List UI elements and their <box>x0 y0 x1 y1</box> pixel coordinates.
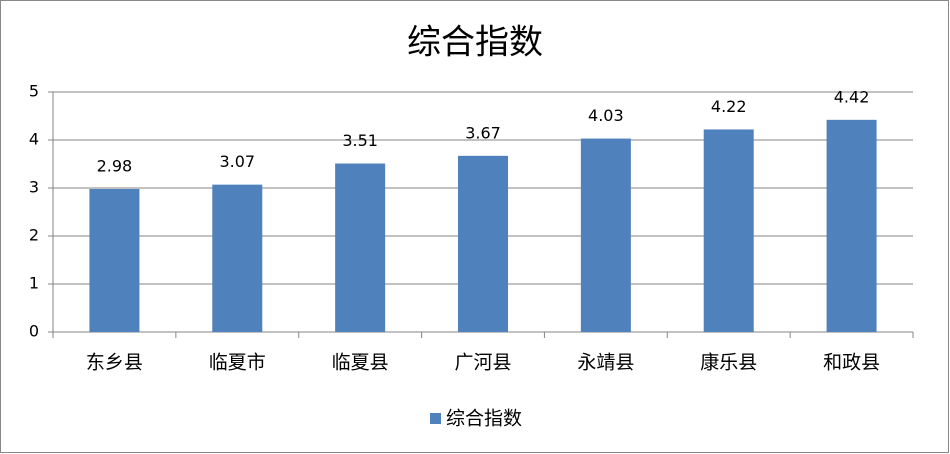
x-tick-label: 临夏市 <box>209 352 266 374</box>
y-tick-label: 2 <box>29 226 39 245</box>
y-tick-label: 4 <box>29 130 39 149</box>
bar <box>335 163 386 332</box>
data-label: 3.51 <box>342 131 378 150</box>
x-tick-label: 永靖县 <box>577 352 634 374</box>
legend-label: 综合指数 <box>446 408 522 430</box>
bar <box>212 184 263 332</box>
bar <box>703 129 754 332</box>
data-label: 2.98 <box>97 156 133 175</box>
x-tick-label: 广河县 <box>454 352 511 374</box>
data-label: 3.07 <box>219 152 255 171</box>
data-label: 3.67 <box>465 123 501 142</box>
chart-title: 综合指数 <box>407 23 543 63</box>
bar <box>580 138 631 332</box>
data-label: 4.42 <box>834 87 870 106</box>
legend-swatch <box>430 413 441 424</box>
bar <box>89 188 140 332</box>
bar <box>826 119 877 332</box>
x-tick-label: 东乡县 <box>86 352 143 374</box>
x-tick-label: 康乐县 <box>700 352 757 374</box>
y-tick-label: 1 <box>29 274 39 293</box>
x-tick-label: 临夏县 <box>332 352 389 374</box>
y-tick-label: 3 <box>29 178 39 197</box>
y-tick-label: 5 <box>29 82 39 101</box>
y-tick-label: 0 <box>29 322 39 341</box>
data-label: 4.03 <box>588 106 624 125</box>
data-label: 4.22 <box>711 97 747 116</box>
bar <box>458 155 508 332</box>
x-tick-label: 和政县 <box>823 352 880 374</box>
